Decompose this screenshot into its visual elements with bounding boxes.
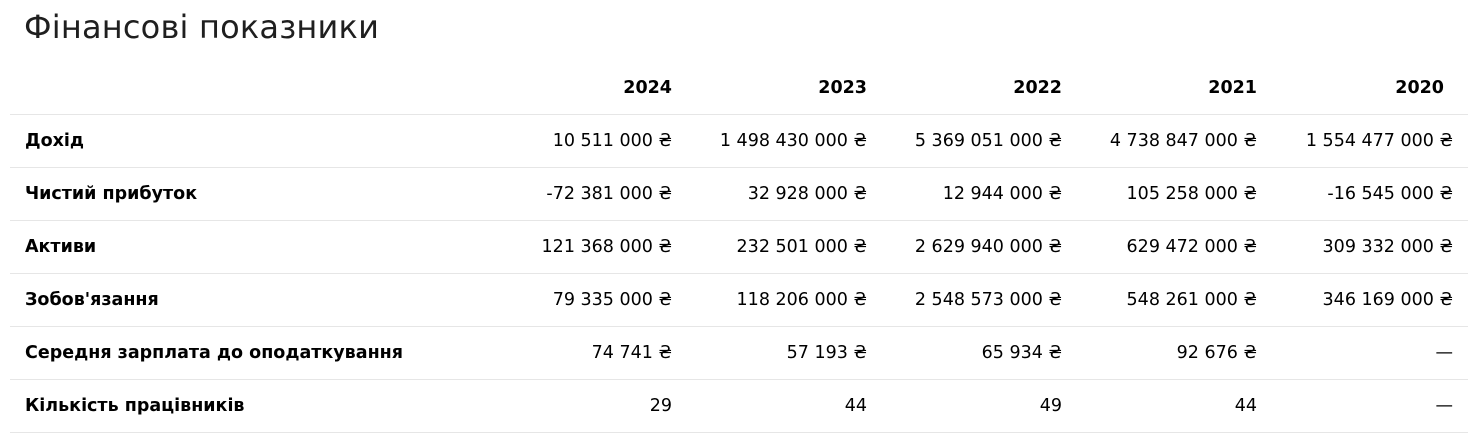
- table-cell: —: [1272, 379, 1468, 433]
- table-row: Чистий прибуток -72 381 000 ₴ 32 928 000…: [10, 167, 1468, 221]
- table-row: Дохід 10 511 000 ₴ 1 498 430 000 ₴ 5 369…: [10, 114, 1468, 168]
- table-cell: 29: [492, 379, 687, 433]
- row-label: Зобов'язання: [10, 273, 492, 327]
- header-row: 2024 2023 2022 2021 2020: [10, 62, 1468, 115]
- table-cell: 2 629 940 000 ₴: [882, 220, 1077, 274]
- table-cell: 32 928 000 ₴: [687, 167, 882, 221]
- table-cell: -16 545 000 ₴: [1272, 167, 1468, 221]
- table-row: Зобов'язання 79 335 000 ₴ 118 206 000 ₴ …: [10, 273, 1468, 327]
- table-cell: 232 501 000 ₴: [687, 220, 882, 274]
- table-row: Кількість працівників 29 44 49 44 —: [10, 379, 1468, 433]
- row-label: Чистий прибуток: [10, 167, 492, 221]
- column-header: 2020: [1272, 62, 1468, 115]
- table-cell: 548 261 000 ₴: [1077, 273, 1272, 327]
- table-cell: 121 368 000 ₴: [492, 220, 687, 274]
- table-cell: 12 944 000 ₴: [882, 167, 1077, 221]
- header-label-cell: [10, 62, 492, 115]
- table-cell: 346 169 000 ₴: [1272, 273, 1468, 327]
- table-cell: 57 193 ₴: [687, 326, 882, 380]
- table-cell: 309 332 000 ₴: [1272, 220, 1468, 274]
- table-cell: -72 381 000 ₴: [492, 167, 687, 221]
- table-header: 2024 2023 2022 2021 2020: [10, 62, 1468, 115]
- table-cell: 65 934 ₴: [882, 326, 1077, 380]
- row-label: Активи: [10, 220, 492, 274]
- table-cell: 105 258 000 ₴: [1077, 167, 1272, 221]
- table-cell: 92 676 ₴: [1077, 326, 1272, 380]
- column-header: 2022: [882, 62, 1077, 115]
- table-cell: 10 511 000 ₴: [492, 114, 687, 168]
- table-cell: 2 548 573 000 ₴: [882, 273, 1077, 327]
- financials-table: 2024 2023 2022 2021 2020 Дохід 10 511 00…: [10, 62, 1468, 433]
- column-header: 2023: [687, 62, 882, 115]
- column-header: 2021: [1077, 62, 1272, 115]
- page-title: Фінансові показники: [24, 8, 380, 46]
- table-cell: 49: [882, 379, 1077, 433]
- table-cell: 4 738 847 000 ₴: [1077, 114, 1272, 168]
- table-cell: 629 472 000 ₴: [1077, 220, 1272, 274]
- table-cell: 1 498 430 000 ₴: [687, 114, 882, 168]
- table-cell: —: [1272, 326, 1468, 380]
- table-row: Середня зарплата до оподаткування 74 741…: [10, 326, 1468, 380]
- row-label: Середня зарплата до оподаткування: [10, 326, 492, 380]
- table-cell: 74 741 ₴: [492, 326, 687, 380]
- table-cell: 44: [1077, 379, 1272, 433]
- row-label: Дохід: [10, 114, 492, 168]
- column-header: 2024: [492, 62, 687, 115]
- table-cell: 5 369 051 000 ₴: [882, 114, 1077, 168]
- table-row: Активи 121 368 000 ₴ 232 501 000 ₴ 2 629…: [10, 220, 1468, 274]
- table-body: Дохід 10 511 000 ₴ 1 498 430 000 ₴ 5 369…: [10, 114, 1468, 433]
- row-label: Кількість працівників: [10, 379, 492, 433]
- table-cell: 1 554 477 000 ₴: [1272, 114, 1468, 168]
- table-cell: 44: [687, 379, 882, 433]
- table-cell: 118 206 000 ₴: [687, 273, 882, 327]
- table-cell: 79 335 000 ₴: [492, 273, 687, 327]
